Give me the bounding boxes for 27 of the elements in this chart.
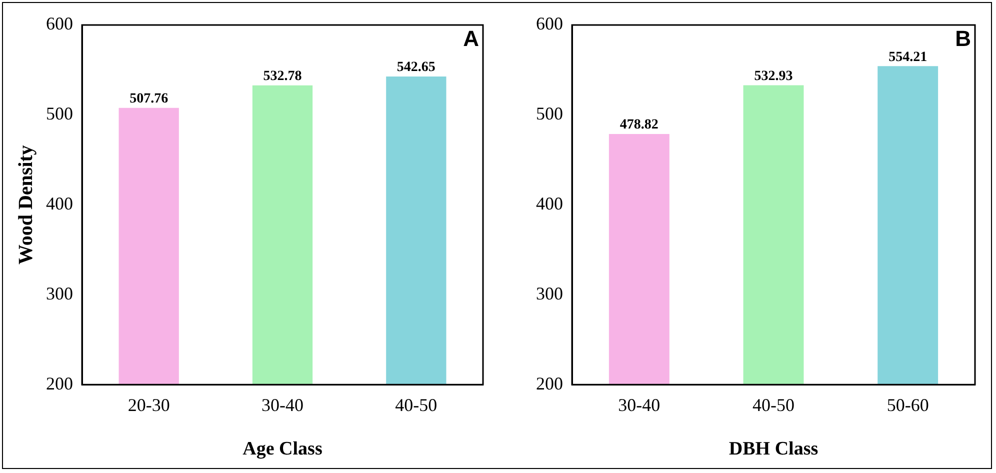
annotation: B (955, 26, 971, 52)
x-axis-title: DBH Class (728, 438, 818, 460)
y-tick-label: 500 (46, 104, 73, 124)
data-label: 507.76 (130, 92, 168, 107)
data-label: 478.82 (620, 118, 658, 133)
y-tick-label: 600 (536, 14, 563, 34)
data-label: 532.93 (754, 68, 793, 84)
x-tick-label: 50-60 (886, 395, 929, 416)
x-tick-label: 30-40 (262, 395, 304, 416)
y-tick-label: 400 (536, 194, 563, 214)
x-tick-label: 40-50 (395, 395, 438, 416)
y-tick-label: 500 (536, 104, 563, 124)
y-tick-label: 300 (46, 283, 73, 304)
data-label: 542.65 (396, 60, 436, 76)
y-tick-label: 600 (46, 14, 73, 34)
annotation: A (463, 26, 480, 52)
x-tick-label: 20-30 (128, 395, 170, 416)
x-tick-label: 30-40 (618, 395, 660, 416)
y-tick-label: 200 (536, 373, 563, 394)
y-tick-label: 200 (46, 373, 73, 394)
data-label: 554.21 (888, 50, 928, 65)
data-label: 532.78 (263, 69, 302, 84)
x-axis-title: Age Class (242, 438, 322, 460)
y-tick-label: 300 (536, 283, 563, 304)
y-tick-label: 400 (46, 194, 73, 214)
y-axis-title: Wood Density (15, 145, 38, 265)
x-tick-label: 40-50 (752, 395, 794, 416)
